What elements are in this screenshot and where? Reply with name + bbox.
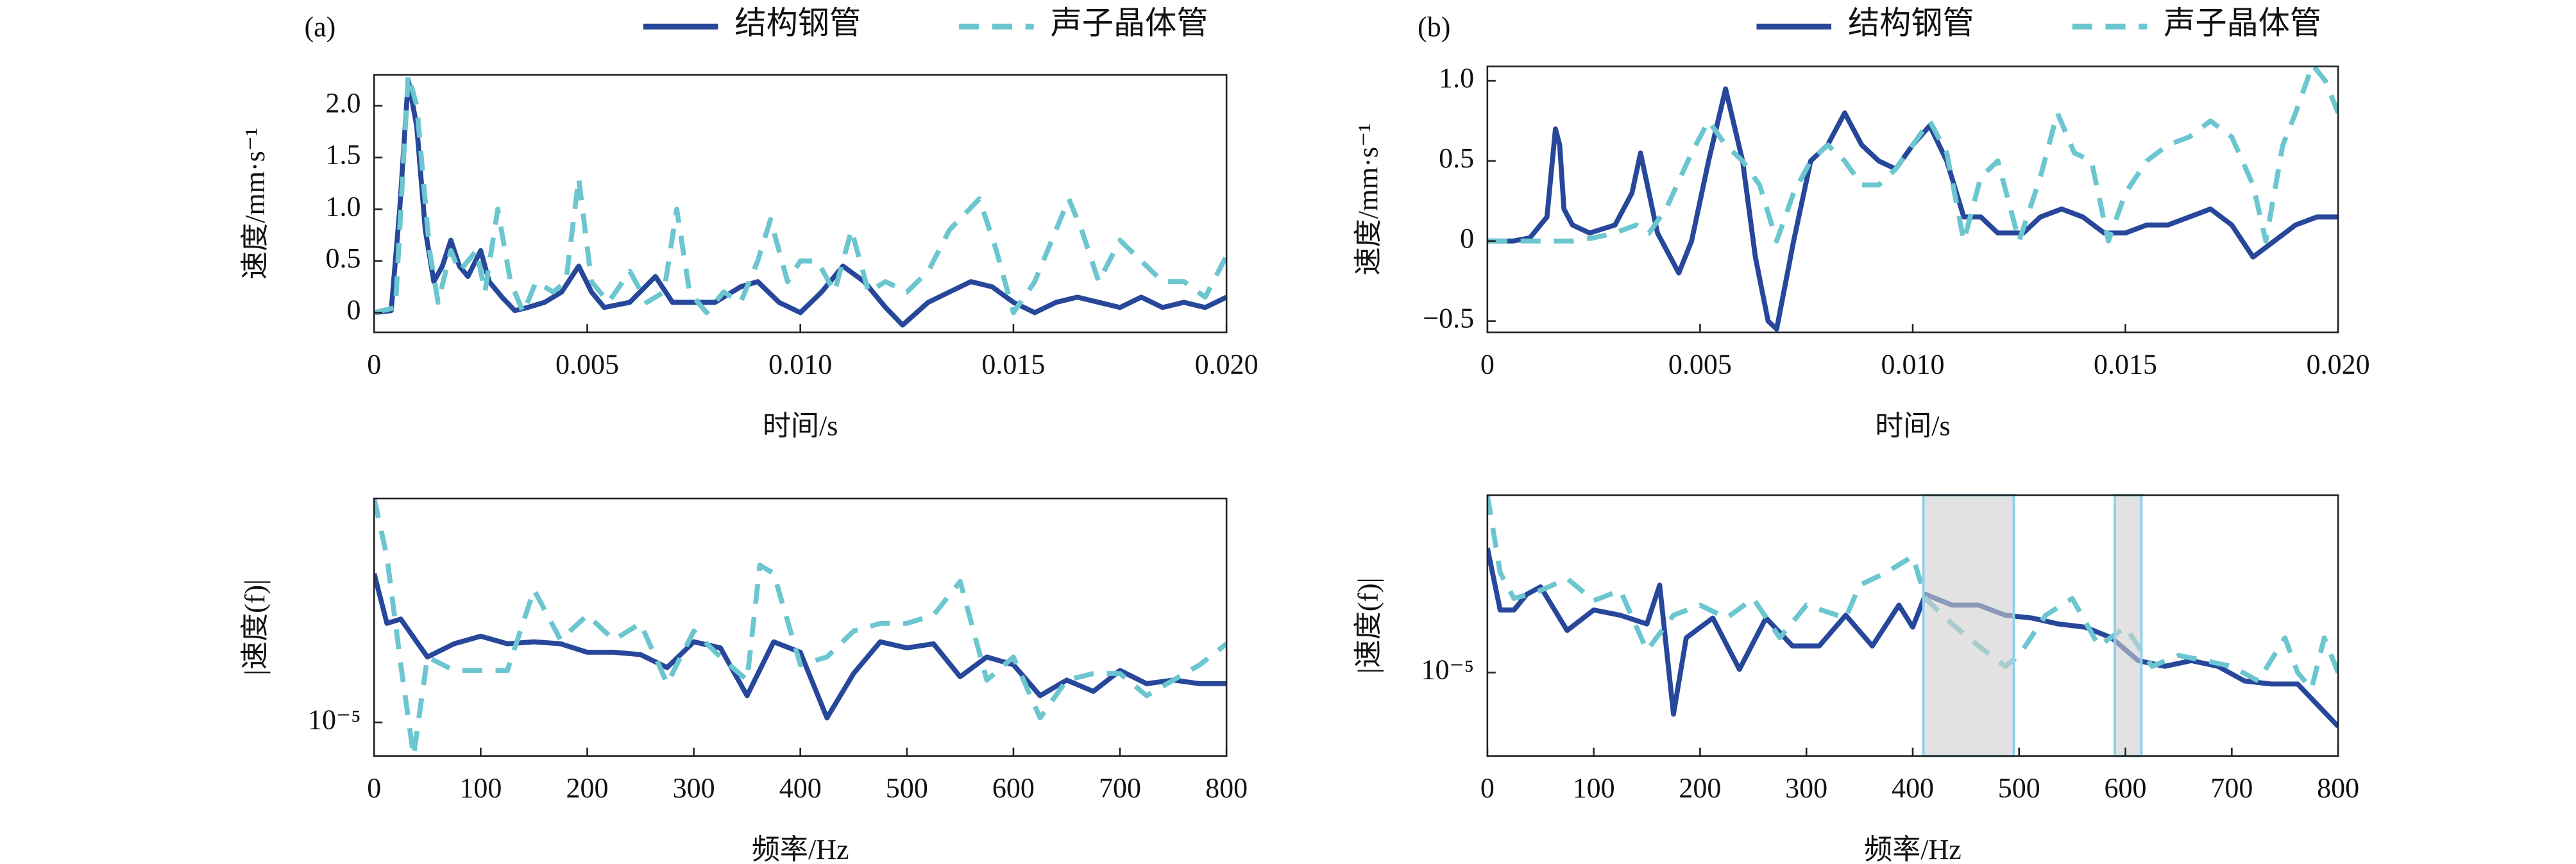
plot-area [1487,495,2339,729]
x-tick-label: 700 [1099,772,1141,804]
x-tick-label: 500 [1998,772,2040,804]
y-axis-label: |速度(f)| [1353,577,1384,673]
y-axis-label: |速度(f)| [239,579,271,675]
y-axis-label: 速度/mm·s⁻¹ [239,128,271,280]
x-tick-label: 0.020 [1195,349,1258,380]
x-tick-label: 0 [367,772,381,804]
legend-label: 结构钢管 [734,6,861,41]
x-tick-label: 200 [1679,772,1721,804]
y-tick-label: 10⁻⁵ [308,704,361,735]
legend-label: 声子晶体管 [2164,6,2321,41]
y-tick-label: 1.0 [326,191,361,222]
series-line [1487,495,2339,691]
x-axis-label: 时间/s [1875,410,1950,441]
x-axis-label: 时间/s [763,410,838,441]
series-line [1487,86,2339,332]
x-tick-label: 0 [367,349,381,380]
x-tick-label: 600 [2105,772,2147,804]
y-axis-label: 速度/mm·s⁻¹ [1353,123,1384,275]
legend-label: 声子晶体管 [1051,6,1208,41]
y-tick-label: 0 [1460,223,1474,254]
legend-label: 结构钢管 [1848,6,1974,41]
x-tick-label: 300 [673,772,715,804]
x-tick-label: 0 [1480,772,1495,804]
x-tick-label: 0.020 [2307,349,2370,380]
series-line [374,74,1227,316]
x-tick-label: 800 [2317,772,2359,804]
x-tick-label: 0.010 [768,349,832,380]
y-tick-label: 2.0 [326,87,361,119]
y-tick-label: 0.5 [326,242,361,274]
axes-frame [1486,65,2339,334]
series-line [374,498,1227,756]
series-line [1487,66,2339,244]
x-tick-label: 0.005 [555,349,619,380]
x-tick-label: 400 [779,772,822,804]
y-tick-label: 1.5 [326,139,361,171]
panel-label: (a) [304,12,335,43]
chart-panel: 0 0.005 0.010 0.015 0.020−0.500.51.0时间/s速度/m… [1353,6,2370,442]
highlight-band [1922,493,2015,758]
plot-area [374,74,1227,328]
highlight-band [2114,493,2143,758]
x-tick-label: 0.015 [2094,349,2157,380]
series-line [374,573,1227,721]
x-tick-label: 0.015 [981,349,1045,380]
x-tick-label: 0 [1480,349,1495,380]
x-tick-label: 800 [1205,772,1248,804]
x-tick-label: 300 [1785,772,1827,804]
y-tick-label: 0 [347,294,361,326]
x-tick-label: 700 [2210,772,2253,804]
axes-frame [373,497,1228,757]
x-axis-label: 频率/Hz [1864,834,1962,864]
x-tick-label: 0.005 [1668,349,1732,380]
y-tick-label: 10⁻⁵ [1421,654,1475,686]
x-tick-label: 500 [886,772,928,804]
panel-label: (b) [1418,12,1450,43]
x-tick-label: 400 [1892,772,1934,804]
y-tick-label: −0.5 [1423,303,1474,334]
y-tick-label: 1.0 [1439,62,1474,94]
y-tick-label: 0.5 [1439,142,1474,174]
chart-panel: 0 100 200 300 400 500 600 700 800 10⁻⁵ 频率/Hz |速度(f)… [239,497,1248,864]
chart-panel: 0 100 200 300 400 500 600 700 800 10⁻⁵ 频率/Hz |速度(f)… [1353,493,2359,864]
x-tick-label: 200 [566,772,608,804]
plot-area [374,498,1227,756]
x-tick-label: 100 [1573,772,1615,804]
x-tick-label: 100 [459,772,502,804]
chart-panel: 0 0.005 0.010 0.015 0.020 0 0.5 1.0 1.5 2.0 时间/s 速度… [239,6,1258,442]
x-tick-label: 0.010 [1881,349,1944,380]
plot-area [1487,66,2339,332]
series-line [374,77,1227,328]
x-tick-label: 600 [992,772,1035,804]
x-axis-label: 频率/Hz [752,834,849,864]
series-line [1487,547,2339,729]
